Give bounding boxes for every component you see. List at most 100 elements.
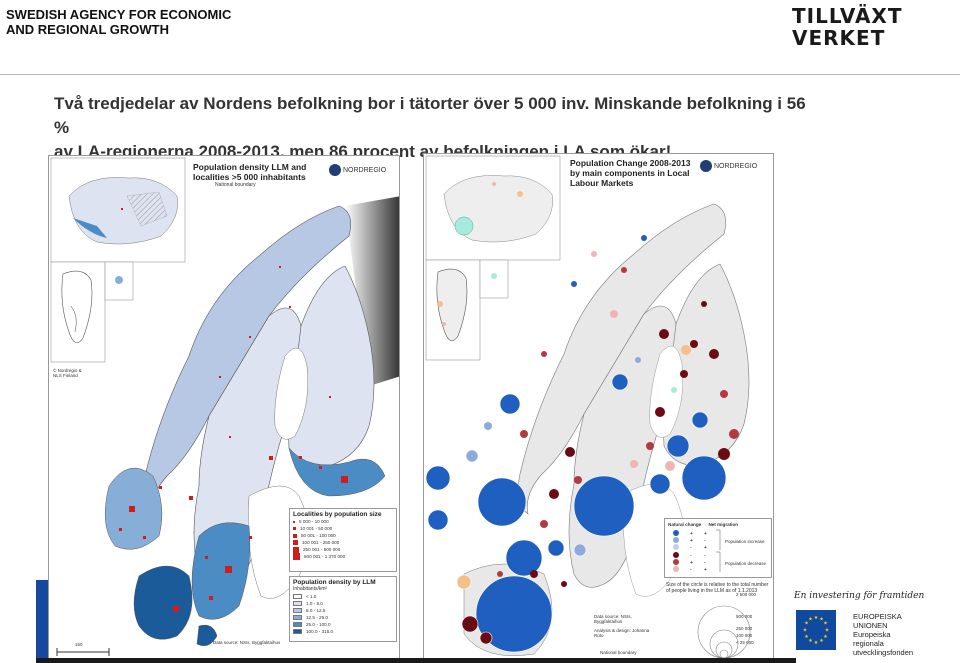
left-source-text: Data source: NSIs, Byggfaktaihus	[213, 640, 281, 645]
right-source-text: Data source: NSIs, Byggfaktaihus	[594, 614, 632, 624]
left-boundary-label: National boundary	[215, 182, 256, 188]
density-legend-item: 100.0 - 315.0	[293, 628, 393, 635]
locality-size-3-icon	[293, 533, 297, 538]
logo-line2: VERKET	[792, 26, 886, 50]
eu-text-block: EUROPEISKA UNIONEN Europeiska regionala …	[853, 612, 913, 657]
locality-size-5-icon	[293, 546, 299, 553]
nordregio-circle-icon	[329, 164, 341, 176]
population-change-circles	[425, 235, 739, 653]
left-nordregio-brand: NORDREGIO	[343, 166, 387, 174]
eu-line2: UNIONEN	[853, 621, 888, 630]
agency-name: SWEDISH AGENCY FOR ECONOMIC AND REGIONAL…	[6, 7, 231, 37]
nordregio-circle-icon	[700, 160, 712, 172]
svg-text:★: ★	[825, 628, 830, 634]
density-legend-item: 1.0 - 8.0	[293, 600, 393, 607]
agency-name-line1: SWEDISH AGENCY FOR ECONOMIC	[6, 7, 232, 22]
left-scale-label: 150	[75, 642, 83, 647]
left-copyright-line1: © Nordregio &	[53, 368, 82, 373]
left-copyright: © Nordregio & NLS Finland	[53, 368, 82, 378]
population-density-map: Population density LLM and localities >5…	[48, 155, 400, 663]
left-map-title: Population density LLM and localities >5…	[193, 162, 306, 182]
svg-text:★: ★	[808, 638, 813, 644]
components-legend-swatches: + + + - - + - - + - - +	[673, 529, 721, 573]
right-boundary-label: National boundary	[600, 650, 637, 655]
svg-text:+: +	[704, 531, 707, 537]
eu-line4: regionala	[853, 639, 884, 648]
svg-text:★: ★	[823, 634, 828, 640]
svg-text:★: ★	[814, 615, 819, 621]
left-nordregio-logo: NORDREGIO	[329, 164, 386, 176]
right-map-title-line3: Labour Markets	[570, 178, 634, 188]
density-legend-item: < 1.0	[293, 593, 393, 600]
locality-markers	[119, 208, 348, 612]
localities-legend-item: 500 001 - 1 370 000	[293, 553, 393, 561]
population-increase-label: Population increase	[725, 539, 765, 544]
left-map-title-line2: localities >5 000 inhabitants	[193, 172, 306, 182]
components-legend: Natural change Net migration + + + - - +…	[664, 518, 772, 578]
size-value-3: 250 000	[736, 626, 753, 631]
logo-line1: TILLVÄXT	[792, 4, 903, 28]
eu-line1: EUROPEISKA	[853, 612, 902, 621]
localities-legend: Localities by population size 5 000 - 10…	[289, 508, 397, 572]
headline-line1: Två tredjedelar av Nordens befolkning bo…	[54, 94, 806, 137]
localities-legend-item: 5 000 - 10 000	[293, 518, 393, 525]
population-decrease-label: Population decrease	[725, 561, 767, 566]
circle-size-note: Size of the circle is relative to the to…	[666, 582, 769, 594]
svg-text:★: ★	[823, 621, 828, 627]
header-divider	[0, 74, 960, 75]
svg-text:+: +	[690, 560, 693, 566]
size-value-1: 2 500 000	[736, 592, 757, 597]
population-change-map: Population Change 2008-2013 by main comp…	[423, 153, 774, 661]
localities-legend-item: 50 001 - 100 000	[293, 532, 393, 539]
svg-text:★: ★	[804, 634, 809, 640]
svg-text:-: -	[690, 553, 692, 559]
locality-size-4-icon	[293, 540, 298, 546]
density-swatch-5	[293, 622, 302, 628]
density-swatch-3	[293, 608, 302, 614]
density-map-graphic	[49, 156, 399, 662]
components-legend-header: Natural change Net migration	[668, 521, 768, 528]
locality-size-6-icon	[293, 553, 300, 561]
natural-change-label: Natural change	[668, 522, 702, 527]
eu-line5: utvecklingsfonden	[853, 648, 914, 657]
density-legend-item: 25.0 - 100.0	[293, 621, 393, 628]
right-nordregio-logo: NORDREGIO	[700, 160, 757, 172]
footer-bar	[36, 658, 796, 663]
right-design-text: Analysis & design: Johanna Roto	[594, 628, 650, 638]
locality-size-2-icon	[293, 527, 296, 531]
tillvaxtverket-logo: TILLVÄXT VERKET	[792, 4, 914, 50]
svg-text:★: ★	[819, 617, 824, 623]
size-value-2: 500 000	[736, 614, 753, 619]
size-value-4: 100 000	[736, 633, 753, 638]
eu-flag-icon: ★ ★ ★ ★ ★ ★ ★ ★ ★ ★ ★ ★	[796, 610, 836, 650]
locality-size-1-icon	[293, 520, 295, 523]
density-legend: Population density by LLM Inhabitants/km…	[289, 576, 397, 642]
density-swatch-4	[293, 615, 302, 621]
right-map-title: Population Change 2008-2013 by main comp…	[570, 158, 690, 188]
density-legend-item: 12.5 - 25.0	[293, 614, 393, 621]
svg-text:+: +	[704, 567, 707, 572]
density-swatch-1	[293, 594, 302, 600]
eu-line3: Europeiska	[853, 630, 891, 639]
density-swatch-2	[293, 601, 302, 607]
eu-stars-icon: ★ ★ ★ ★ ★ ★ ★ ★ ★ ★ ★ ★	[796, 610, 836, 650]
localities-legend-item: 100 001 - 250 000	[293, 539, 393, 546]
density-legend-title: Population density by LLM	[293, 579, 376, 586]
svg-text:★: ★	[808, 617, 813, 623]
svg-text:+: +	[690, 538, 693, 544]
right-map-title-line1: Population Change 2008-2013	[570, 158, 691, 168]
density-legend-item: 8.0 - 12.5	[293, 607, 393, 614]
size-value-5: < 25 000	[736, 640, 754, 645]
svg-text:★: ★	[819, 638, 824, 644]
svg-text:-: -	[704, 560, 706, 566]
svg-text:+: +	[690, 531, 693, 537]
side-accent-strip	[36, 580, 48, 658]
net-migration-label: Net migration	[708, 522, 739, 527]
svg-text:+: +	[704, 545, 707, 551]
localities-legend-item: 10 001 - 50 000	[293, 525, 393, 532]
svg-text:-: -	[704, 538, 706, 544]
svg-text:-: -	[690, 545, 692, 551]
svg-text:-: -	[704, 553, 706, 559]
density-swatch-6	[293, 629, 302, 635]
